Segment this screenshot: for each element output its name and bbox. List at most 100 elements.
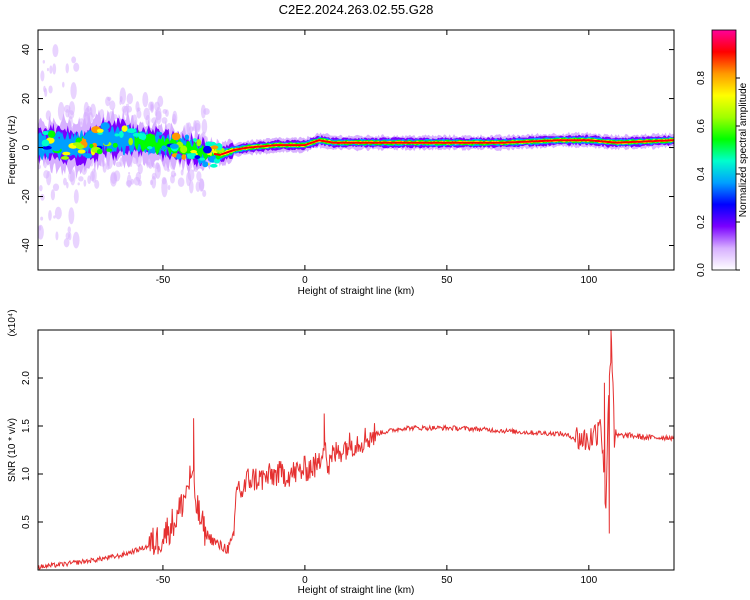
heatmap-cell (186, 152, 197, 159)
heatmap-speckle (38, 164, 41, 170)
heatmap-speckle (40, 194, 45, 201)
snr-panel: -50 0 50 100 0.5 1.0 1.5 2.0 Height of straight… (7, 309, 675, 596)
colorbar-tick-label: 0.8 (696, 71, 707, 85)
heatmap-speckle (50, 189, 56, 201)
heatmap-cell (77, 149, 86, 154)
heatmap-speckle (49, 65, 53, 74)
heatmap-speckle (38, 224, 44, 240)
heatmap-cell (89, 143, 94, 149)
heatmap-speckle (154, 110, 158, 117)
heatmap-speckle (109, 100, 116, 111)
heatmap-cell (192, 138, 198, 142)
heatmap-speckle (67, 226, 71, 234)
heatmap-cell (118, 130, 124, 138)
heatmap-speckle (73, 189, 79, 204)
heatmap-speckle (121, 105, 128, 113)
heatmap-cell (128, 137, 134, 146)
heatmap-cell (41, 139, 50, 147)
heatmap-cell (126, 128, 137, 134)
heatmap-speckle (156, 164, 161, 173)
heatmap-cell (210, 145, 219, 150)
heatmap-speckle (83, 112, 87, 118)
spectrogram-xtick-label: 0 (302, 275, 308, 286)
heatmap-cell (180, 145, 188, 154)
heatmap-speckle (172, 110, 178, 125)
heatmap-speckle (162, 109, 168, 114)
heatmap-speckle (42, 59, 46, 64)
heatmap-speckle (138, 179, 142, 187)
heatmap-speckle (78, 176, 84, 182)
heatmap-speckle (68, 207, 75, 225)
spectrogram-ticks: -50 0 50 100 -40 -20 0 20 40 (21, 30, 674, 286)
heatmap-cell (202, 145, 212, 154)
spectrogram-xtick-label: -50 (156, 275, 171, 286)
spectrogram-xlabel: Height of straight line (km) (298, 286, 415, 297)
heatmap-cell (55, 131, 62, 138)
heatmap-speckle (119, 87, 127, 105)
heatmap-speckle (52, 183, 60, 192)
heatmap-speckle (202, 189, 207, 198)
spectrogram-frame (37, 29, 675, 271)
snr-ytick-label: 2.0 (21, 371, 32, 385)
heatmap-cell (62, 151, 71, 156)
heatmap-speckle (177, 177, 185, 188)
heatmap-ridge-core (213, 139, 674, 156)
heatmap-cell (96, 128, 104, 133)
snr-series-line (38, 330, 674, 570)
heatmap-cell (202, 161, 209, 168)
heatmap-speckle (136, 109, 142, 119)
heatmap-speckle (43, 170, 50, 179)
heatmap-speckle (193, 120, 201, 131)
heatmap-speckle (148, 101, 154, 111)
heatmap-cell (47, 130, 56, 138)
snr-xtick-label: 50 (441, 575, 453, 586)
heatmap-speckle (86, 105, 91, 113)
heatmap-cell (169, 143, 179, 149)
heatmap-speckle (52, 63, 57, 75)
heatmap-speckle (63, 177, 67, 186)
heatmap-speckle (161, 177, 168, 198)
heatmap-speckle (151, 175, 157, 189)
spectrogram-ytick-label: -40 (21, 238, 32, 253)
heatmap-speckle (185, 122, 190, 136)
colorbar-tick-label: 0.6 (696, 119, 707, 133)
heatmap-speckle (52, 44, 59, 58)
heatmap-speckle (66, 181, 69, 189)
colorbar-tick-label: 0.4 (696, 167, 707, 181)
heatmap-cell (147, 133, 153, 141)
heatmap-speckle (126, 103, 130, 108)
colorbar-label: Normalized spectral amplitude (738, 82, 749, 217)
heatmap-speckle (113, 170, 121, 182)
heatmap-speckle (73, 62, 80, 72)
heatmap-speckle (128, 171, 131, 175)
heatmap-cell (100, 122, 110, 130)
colorbar-tick-label: 0.0 (696, 263, 707, 277)
snr-ticks: -50 0 50 100 0.5 1.0 1.5 2.0 (21, 330, 674, 586)
snr-frame (37, 329, 675, 571)
heatmap-speckle (161, 117, 168, 124)
spectrogram-xtick-label: 50 (441, 275, 453, 286)
snr-xlabel: Height of straight line (km) (298, 585, 415, 596)
heatmap-speckle (70, 82, 77, 100)
heatmap-speckle (143, 107, 150, 121)
spectrogram-heatmap (38, 44, 674, 249)
heatmap-speckle (48, 85, 53, 94)
heatmap-speckle (170, 174, 175, 184)
colorbar-gradient (712, 30, 736, 270)
colorbar-tick-label: 0.2 (696, 215, 707, 229)
heatmap-speckle (195, 181, 201, 192)
snr-xtick-label: -50 (156, 575, 171, 586)
spectrogram-xtick-label: 100 (580, 275, 597, 286)
heatmap-speckle (105, 96, 111, 107)
heatmap-cell (42, 130, 49, 135)
heatmap-cell (138, 132, 144, 140)
heatmap-speckle (77, 182, 80, 186)
spectrogram-ylabel: Frequency (Hz) (7, 116, 18, 185)
heatmap-speckle (167, 184, 171, 191)
heatmap-cell (121, 125, 128, 132)
heatmap-cell (176, 153, 182, 160)
heatmap-speckle (186, 171, 192, 187)
heatmap-speckle (55, 231, 59, 241)
heatmap-speckle (40, 216, 44, 221)
heatmap-speckle (65, 63, 69, 74)
